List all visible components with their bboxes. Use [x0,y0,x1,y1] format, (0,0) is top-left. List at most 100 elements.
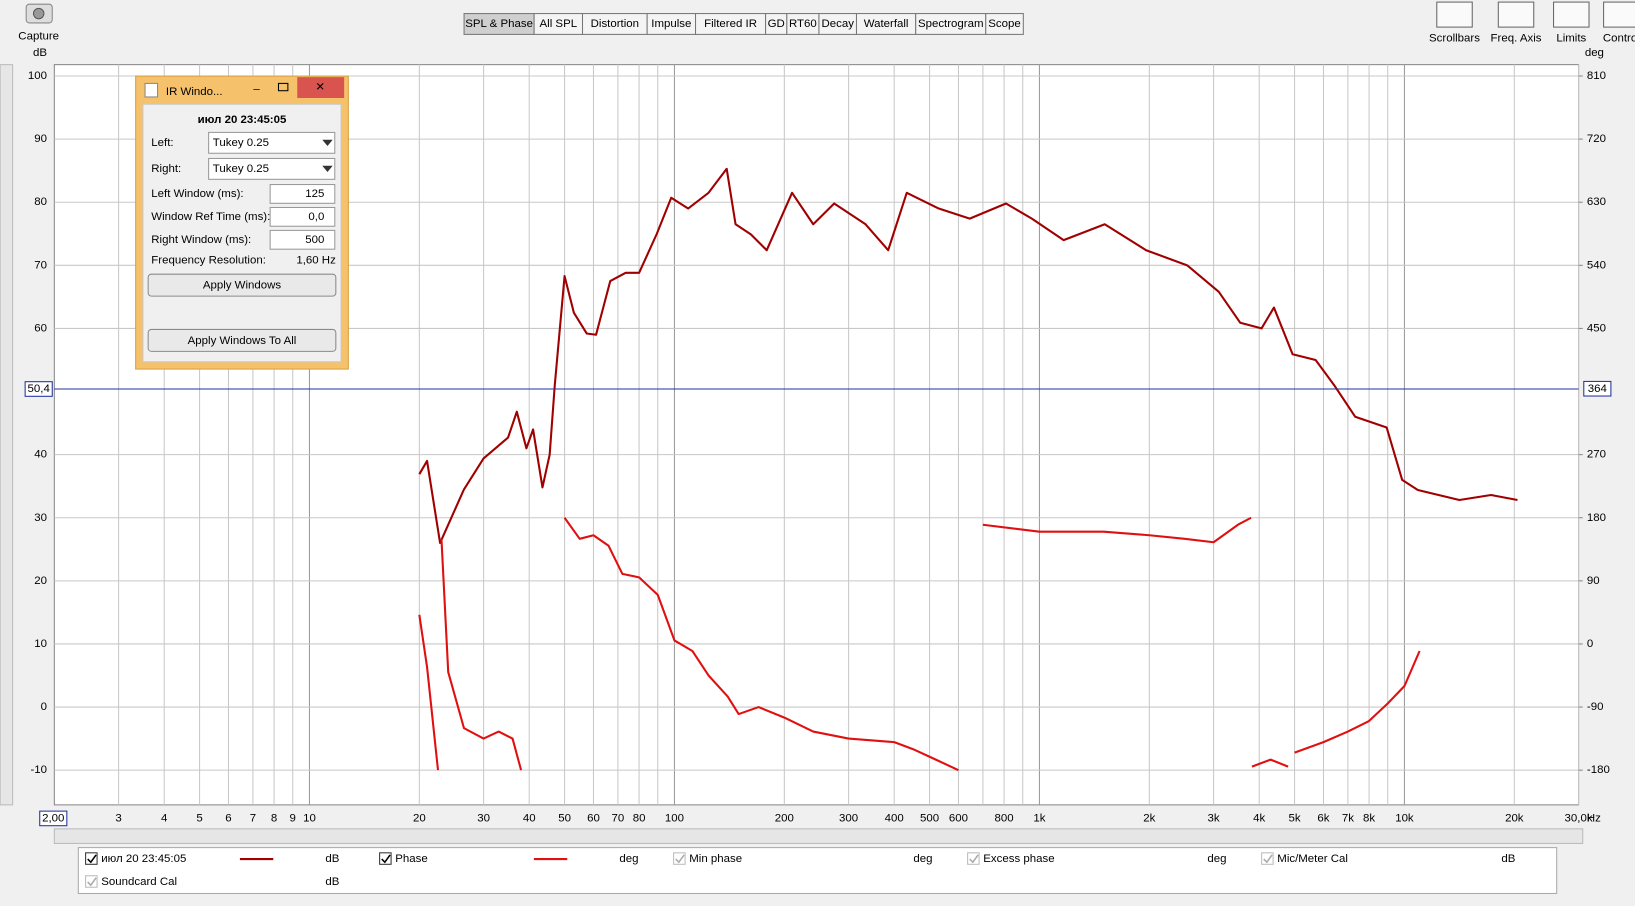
spinner[interactable] [269,184,336,204]
legend-unit: dB [325,876,339,888]
button-label[interactable]: Apply Windows To All [188,335,297,347]
y-tick-label: 0 [41,701,47,713]
y2-tick-label: 720 [1587,133,1606,145]
x-tick-label: 40 [523,812,536,824]
y-tick-label: 10 [34,638,47,650]
y-tick-label: 20 [34,575,47,587]
tab[interactable] [985,13,1024,35]
x-tick-label: 5 [196,812,202,824]
spinner-value[interactable]: 500 [305,234,324,246]
legend-name[interactable]: Min phase [689,853,742,865]
tool-icon[interactable] [1603,1,1635,28]
combo-box[interactable] [208,131,336,154]
button-label[interactable]: Apply Windows [203,280,282,292]
minimize[interactable]: – [253,84,260,96]
y2-tick-label: 90 [1587,575,1600,587]
x-tick-label: 8 [271,812,277,824]
legend-checkbox[interactable] [85,852,98,865]
button[interactable] [147,328,337,352]
capture-lens [32,7,45,20]
tab-label[interactable]: SPL & Phase [465,18,533,30]
y-tick-label: 60 [34,322,47,334]
y-tick-label: 70 [34,259,47,271]
x-tick-label: 20 [413,812,426,824]
legend-name[interactable]: Mic/Meter Cal [1277,853,1348,865]
combo-value[interactable]: Tukey 0.25 [213,163,269,175]
combo-box[interactable] [208,157,336,180]
tab-label[interactable]: Impulse [651,18,691,30]
x-tick-label: 4 [161,812,168,824]
x-tick-label: 300 [839,812,858,824]
check [381,854,391,864]
tool-icon[interactable] [1553,1,1590,28]
legend-name[interactable]: Soundcard Cal [101,876,177,888]
check [87,877,97,887]
y-tick-label: -10 [30,764,47,776]
tool-icon[interactable] [1497,1,1535,28]
legend-name[interactable]: Phase [395,853,427,865]
legend-name[interactable]: июл 20 23:45:05 [101,853,186,865]
close-button[interactable] [297,77,345,99]
tab-label[interactable]: Decay [821,18,854,30]
x-tick-label: 10k [1395,812,1414,824]
dialog-measurement: июл 20 23:45:05 [198,114,287,126]
tab-label[interactable]: All SPL [540,18,578,30]
x-tick-label: 200 [775,812,794,824]
spinner[interactable] [269,206,336,227]
tab-label[interactable]: Scope [988,18,1020,30]
y2-tick-label: 180 [1587,512,1606,524]
cursor-y2-label: 364 [1588,383,1608,395]
tool-label[interactable]: Scrollbars [1429,33,1480,45]
y2-tick-label: 0 [1587,638,1593,650]
check [87,854,97,864]
tool-label[interactable]: Limits [1556,33,1586,45]
x-tick-label: 10 [303,812,316,824]
capture-label[interactable]: Capture [18,31,59,43]
combo-arrow [322,139,333,146]
close-x: ✕ [315,82,325,94]
y2-tick-label: 450 [1587,322,1606,334]
dialog-title: IR Windo... [166,86,223,98]
spinner-value[interactable]: 0,0 [308,211,324,223]
tab-label[interactable]: Waterfall [864,18,909,30]
legend-unit: dB [325,853,339,865]
x-tick-label: 4k [1253,812,1265,824]
legend-checkbox[interactable] [85,875,98,888]
legend-name[interactable]: Excess phase [983,853,1054,865]
legend-box [77,847,1558,895]
spinner[interactable] [269,229,336,250]
y2-tick-label: 270 [1587,449,1606,461]
resolution-label: Frequency Resolution: [151,255,266,267]
spinner-value[interactable]: 125 [305,188,324,200]
tab-label[interactable]: Distortion [591,18,639,30]
legend-checkbox[interactable] [1261,852,1274,865]
x-tick-label: 20k [1505,812,1524,824]
x-tick-label: 7 [250,812,256,824]
legend-checkbox[interactable] [967,852,980,865]
tab-label[interactable]: GD [768,18,785,30]
cursor-x-label: 2,00 [42,812,64,824]
tool-label[interactable]: Control [1603,33,1635,45]
button[interactable] [147,273,337,297]
legend-unit: deg [1207,853,1226,865]
tool-icon[interactable] [1436,1,1473,28]
dialog-icon [144,82,159,98]
h-scrollbar[interactable] [53,828,1584,844]
y2-tick-label: -180 [1587,764,1610,776]
legend-checkbox[interactable] [379,852,392,865]
x-tick-label: 80 [633,812,646,824]
v-scrollbar[interactable] [0,64,14,806]
legend-checkbox[interactable] [673,852,686,865]
x-tick-label: 2k [1143,812,1155,824]
x-tick-label: 30 [477,812,490,824]
field-label: Left Window (ms): [151,188,243,200]
field-label: Window Ref Time (ms): [151,211,270,223]
tool-label[interactable]: Freq. Axis [1491,33,1542,45]
maximize[interactable] [277,82,289,92]
legend-unit: deg [619,853,638,865]
combo-value[interactable]: Tukey 0.25 [213,137,269,149]
tab-label[interactable]: Spectrogram [918,18,984,30]
tab-label[interactable]: Filtered IR [704,18,757,30]
tab-label[interactable]: RT60 [789,18,817,30]
